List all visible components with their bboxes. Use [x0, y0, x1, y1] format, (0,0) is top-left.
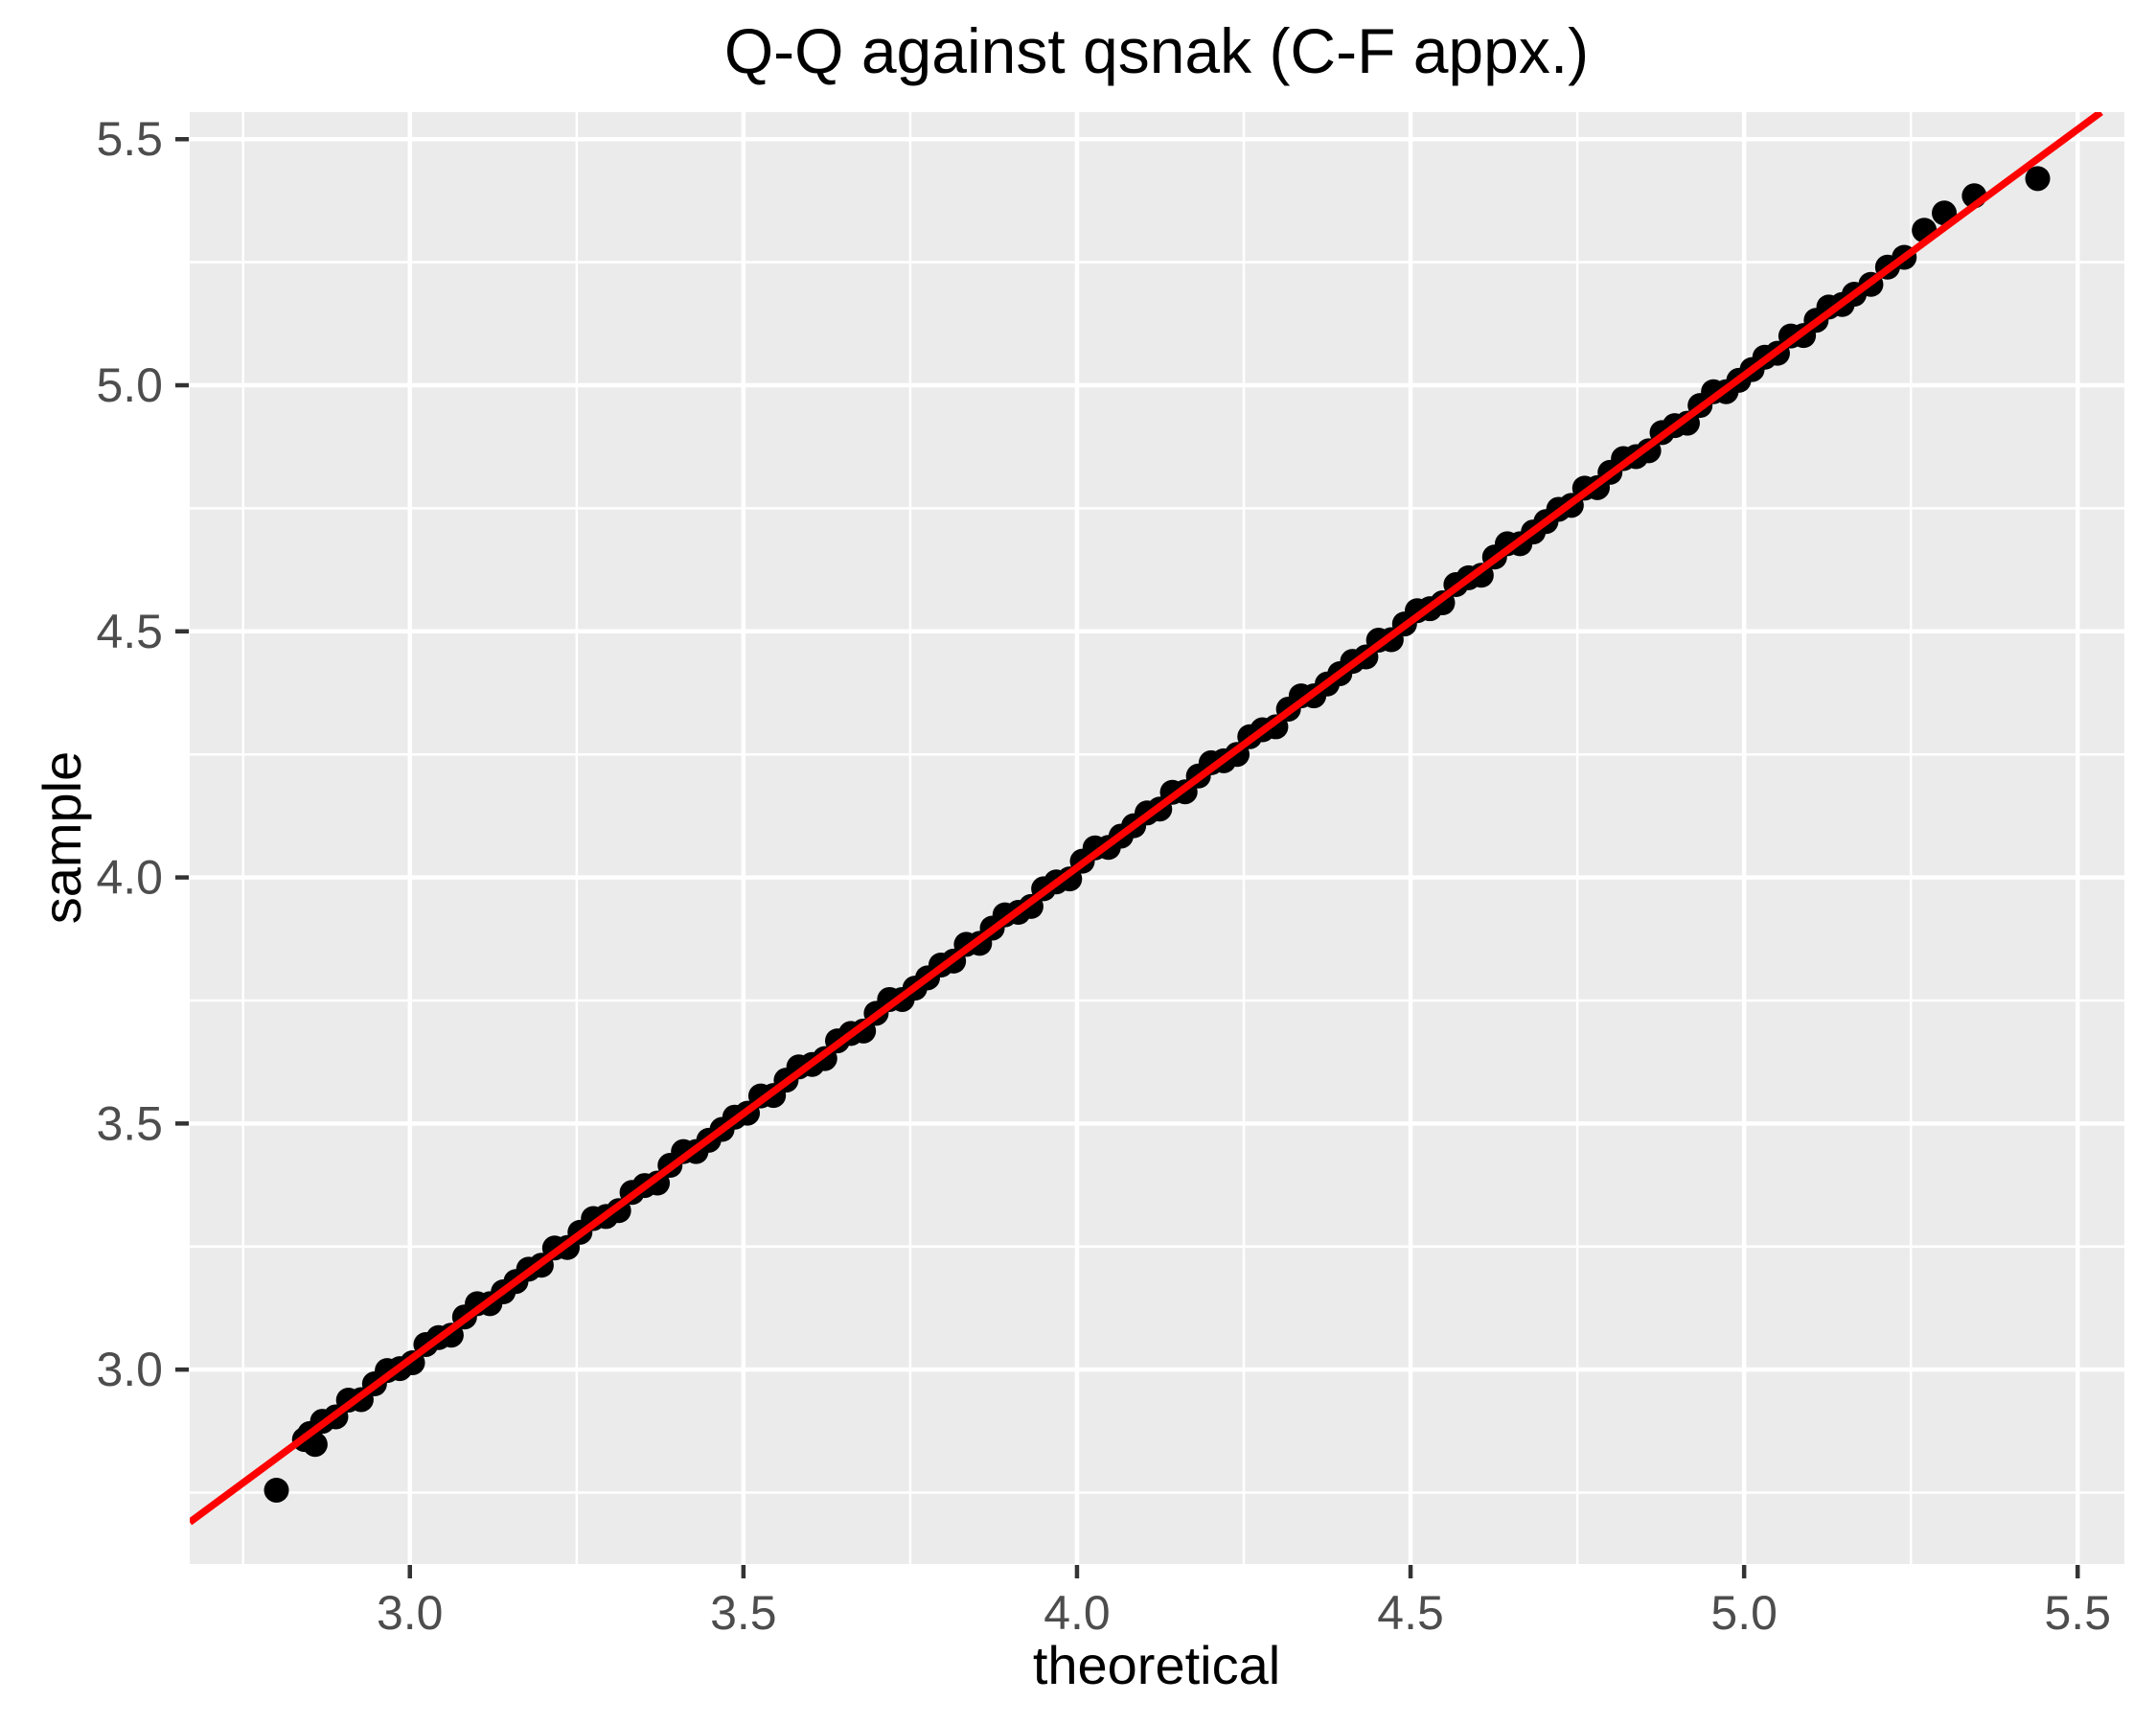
x-axis-ticks	[407, 1565, 2080, 1578]
minor-gridlines	[190, 112, 2124, 1564]
x-tick-label: 3.5	[710, 1586, 777, 1640]
chart-title: Q-Q against qsnak (C-F appx.)	[724, 15, 1589, 86]
y-axis-ticks	[175, 136, 189, 1372]
x-tick-label: 3.0	[377, 1586, 444, 1640]
y-axis-title: sample	[32, 751, 92, 925]
major-gridlines	[190, 112, 2124, 1564]
x-axis-title: theoretical	[1033, 1635, 1280, 1695]
y-tick-label: 4.5	[96, 605, 163, 658]
x-tick-label: 5.0	[1710, 1586, 1778, 1640]
identity-reference-line	[190, 112, 2103, 1526]
y-tick-label: 5.5	[96, 112, 163, 166]
x-axis-tick-labels: 3.0 3.5 4.0 4.5 5.0 5.5	[377, 1586, 2111, 1640]
qq-point	[264, 1477, 289, 1503]
plot-panel	[190, 112, 2124, 1564]
qq-point	[2025, 166, 2051, 192]
x-tick-label: 4.0	[1044, 1586, 1111, 1640]
y-tick-label: 5.0	[96, 358, 163, 412]
y-tick-label: 4.0	[96, 851, 163, 905]
y-tick-label: 3.0	[96, 1343, 163, 1396]
x-tick-label: 4.5	[1377, 1586, 1444, 1640]
y-axis-tick-labels: 3.0 3.5 4.0 4.5 5.0 5.5	[96, 112, 163, 1396]
x-tick-label: 5.5	[2045, 1586, 2112, 1640]
y-tick-label: 3.5	[96, 1096, 163, 1150]
